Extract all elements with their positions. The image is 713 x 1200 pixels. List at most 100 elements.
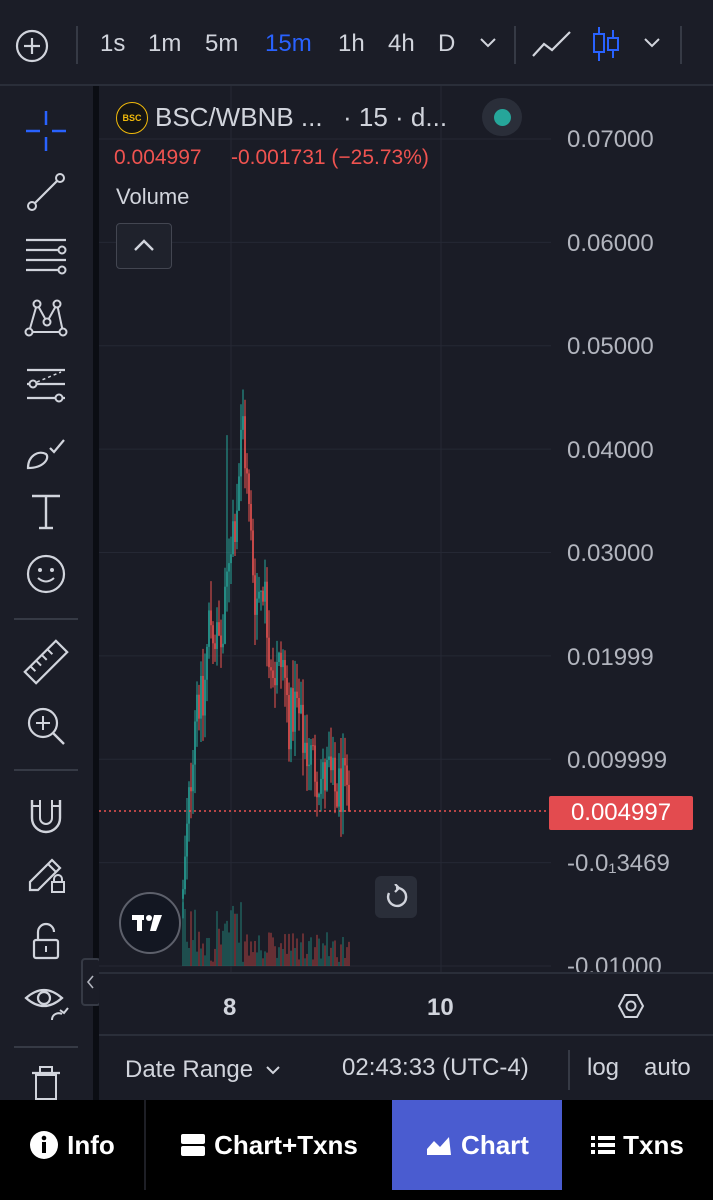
volume-bar <box>210 960 212 966</box>
candle-body <box>182 889 184 899</box>
nav-chart-button[interactable]: Chart <box>392 1100 562 1190</box>
reset-chart-button[interactable] <box>375 876 417 918</box>
candle-body <box>338 768 340 807</box>
candle-body <box>318 793 320 798</box>
market-status-badge[interactable] <box>482 98 522 136</box>
auto-scale-toggle[interactable]: auto <box>644 1054 691 1081</box>
volume-bar <box>216 911 218 966</box>
ruler-icon[interactable] <box>16 632 76 692</box>
symbol-title[interactable]: BSC/WBNB ... <box>155 102 323 132</box>
timeframe-5m[interactable]: 5m <box>205 30 239 57</box>
volume-bar <box>344 957 346 966</box>
price-axis-label: 0.009999 <box>567 747 668 774</box>
timeframe-4h[interactable]: 4h <box>388 30 415 57</box>
volume-bar <box>322 943 324 966</box>
candle-body <box>272 670 274 679</box>
chart-settings-icon[interactable] <box>617 992 645 1020</box>
volume-bar <box>268 932 270 966</box>
line-chart-icon[interactable] <box>530 28 574 62</box>
volume-bar <box>202 943 204 966</box>
candle-body <box>210 610 212 626</box>
volume-bar <box>196 951 198 966</box>
candle-body <box>334 757 336 792</box>
candle-body <box>256 598 258 615</box>
time-axis[interactable]: 8 10 <box>99 972 713 1034</box>
zoom-in-icon[interactable] <box>16 696 76 756</box>
candle-body <box>234 521 236 542</box>
chevron-down-icon[interactable] <box>642 36 662 50</box>
brush-icon[interactable] <box>16 422 76 482</box>
lock-drawing-icon[interactable] <box>16 846 76 906</box>
candle-body <box>198 694 200 719</box>
volume-bar <box>264 951 266 966</box>
volume-bars <box>182 902 350 966</box>
price-change: -0.001731 (−25.73%) <box>231 146 429 169</box>
volume-bar <box>324 945 326 966</box>
tradingview-logo[interactable] <box>119 892 181 954</box>
timezone-clock[interactable]: 02:43:33 (UTC-4) <box>342 1054 529 1081</box>
candle-body <box>216 622 218 649</box>
fib-retracement-icon[interactable] <box>16 226 76 286</box>
pattern-icon[interactable] <box>16 288 76 348</box>
price-candles <box>182 389 350 919</box>
volume-bar <box>206 938 208 966</box>
trash-icon[interactable] <box>16 1062 76 1100</box>
log-scale-toggle[interactable]: log <box>587 1054 620 1081</box>
volume-bar <box>252 952 254 966</box>
magnet-icon[interactable] <box>16 784 76 844</box>
candle-body <box>184 856 186 890</box>
candle-body <box>246 468 248 474</box>
bsc-logo: BSC <box>116 102 148 134</box>
info-icon <box>30 1131 59 1159</box>
nav-info-button[interactable]: Info <box>0 1100 144 1190</box>
volume-bar <box>224 923 226 966</box>
volume-bar <box>186 941 188 966</box>
chart-pane[interactable]: BSC BSC/WBNB ... · 15 · d... 0.004997 -0… <box>99 86 551 972</box>
volume-bar <box>256 952 258 966</box>
candle-body <box>322 762 324 779</box>
forecast-icon[interactable] <box>16 354 76 414</box>
candlestick-icon[interactable] <box>590 24 622 64</box>
price-axis[interactable]: 0.07000 0.06000 0.05000 0.04000 0.03000 … <box>549 86 713 980</box>
collapse-legend-button[interactable] <box>116 223 172 269</box>
volume-bar <box>226 920 228 966</box>
trend-line-icon[interactable] <box>16 162 76 222</box>
interval-label: · 15 · d... <box>343 102 448 132</box>
candle-body <box>294 691 296 732</box>
collapse-toolbar-handle[interactable] <box>81 958 101 1006</box>
candle-body <box>196 694 198 722</box>
eye-icon[interactable] <box>16 972 76 1032</box>
volume-bar <box>300 942 302 966</box>
time-axis-label: 10 <box>427 994 454 1021</box>
volume-bar <box>326 932 328 966</box>
timeframe-1h[interactable]: 1h <box>338 30 365 57</box>
timeframe-d[interactable]: D <box>438 30 456 57</box>
chevron-down-icon[interactable] <box>478 36 498 50</box>
candle-body <box>306 742 308 767</box>
candle-body <box>280 652 282 668</box>
timeframe-1s[interactable]: 1s <box>100 30 126 57</box>
volume-bar <box>244 941 246 966</box>
volume-bar <box>342 937 344 966</box>
chevron-down-icon[interactable] <box>265 1064 281 1076</box>
date-range-button[interactable]: Date Range <box>125 1056 254 1083</box>
candle-body <box>336 791 338 807</box>
text-icon[interactable] <box>16 482 76 542</box>
nav-txns-button[interactable]: Txns <box>562 1100 713 1190</box>
candle-body <box>268 637 270 668</box>
crosshair-icon[interactable] <box>16 101 76 161</box>
candle-body <box>344 758 346 766</box>
emoji-icon[interactable] <box>16 544 76 604</box>
volume-bar <box>320 958 322 966</box>
nav-chart-txns-button[interactable]: Chart+Txns <box>146 1100 392 1190</box>
timeframe-15m[interactable]: 15m <box>265 30 312 57</box>
timeframe-1m[interactable]: 1m <box>148 30 182 57</box>
volume-bar <box>246 934 248 966</box>
candle-body <box>342 758 344 812</box>
candle-body <box>192 764 194 792</box>
lock-icon[interactable] <box>16 912 76 972</box>
candle-body <box>252 530 254 576</box>
price-axis-label: 0.01999 <box>567 644 654 671</box>
add-symbol-icon[interactable] <box>14 28 50 64</box>
candle-body <box>316 781 318 798</box>
